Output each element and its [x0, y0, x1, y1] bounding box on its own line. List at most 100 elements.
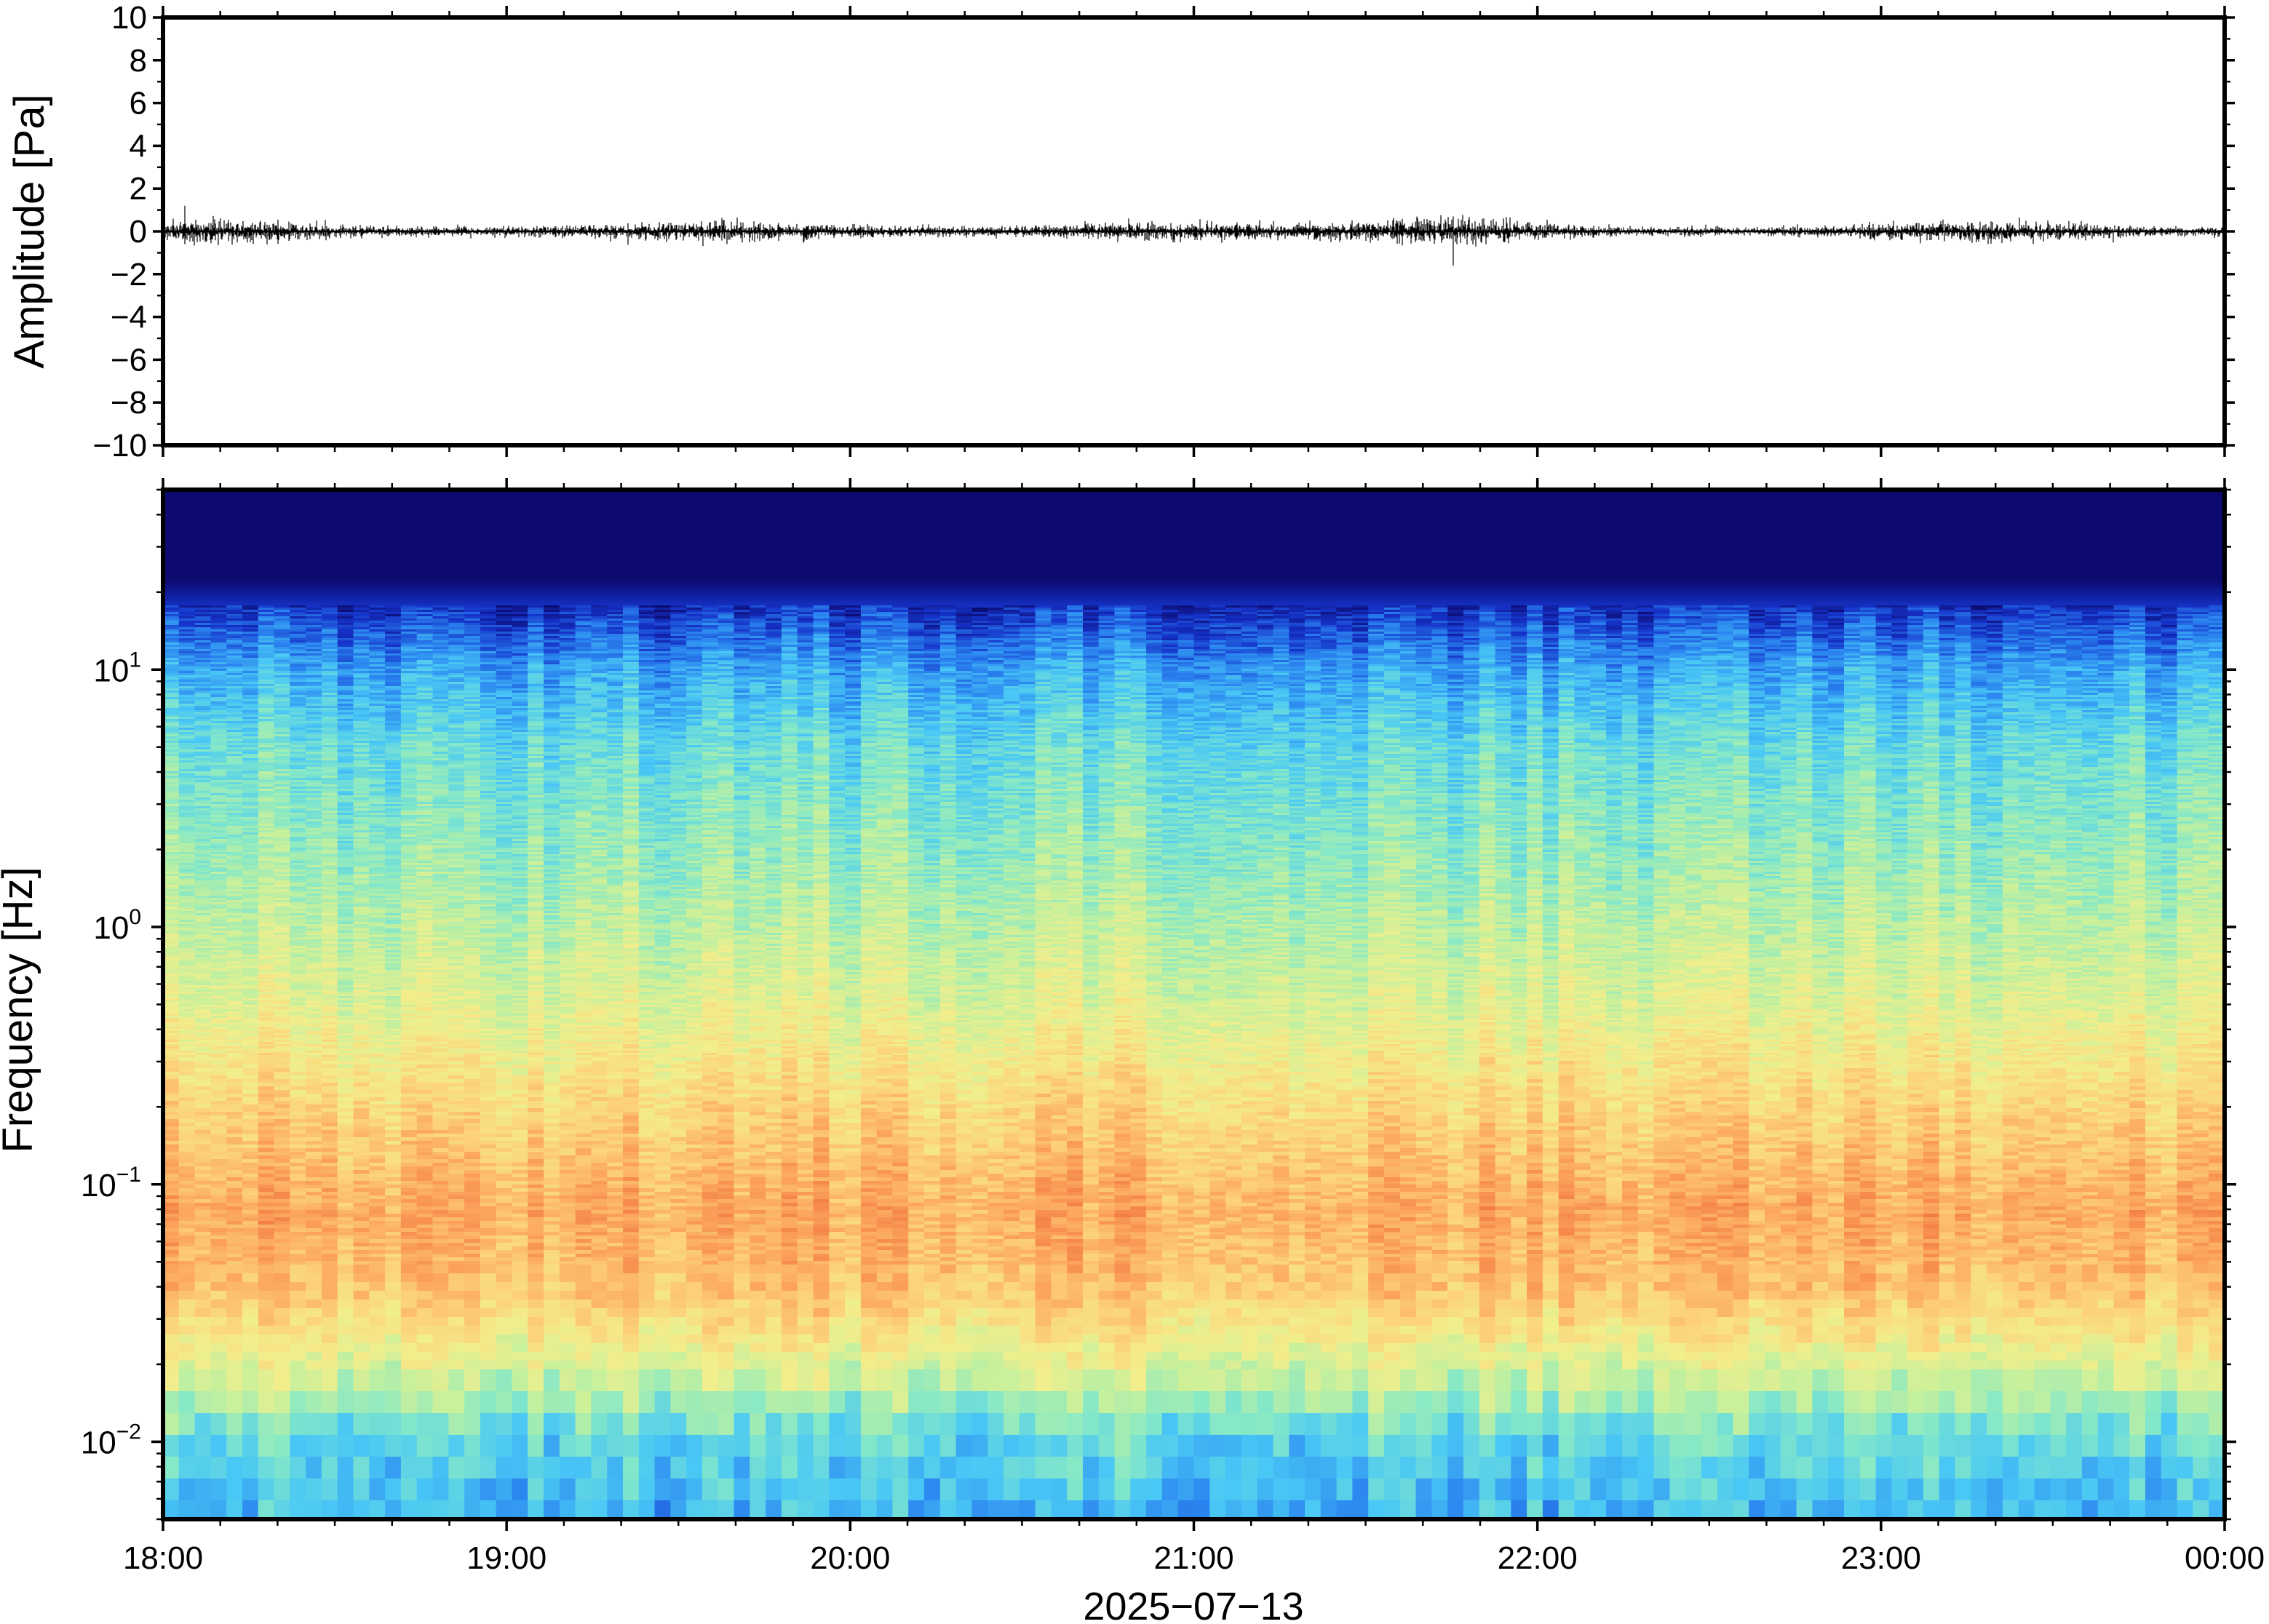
spectrogram-cell	[290, 909, 306, 912]
spectrogram-cell	[163, 1016, 180, 1019]
spectrogram-cell	[306, 732, 322, 735]
spectrogram-cell	[353, 686, 370, 689]
spectrogram-cell	[290, 1018, 306, 1021]
spectrogram-cell	[258, 845, 275, 848]
spectrogram-cell	[226, 1265, 243, 1274]
spectrogram-cell	[274, 623, 290, 626]
spectrogram-cell	[226, 730, 243, 733]
spectrogram-cell	[163, 1038, 180, 1040]
spectrogram-cell	[337, 625, 354, 628]
spectrogram-cell	[369, 1203, 386, 1207]
spectrogram-cell	[163, 651, 180, 654]
spectrogram-cell	[178, 564, 196, 567]
spectrogram-cell	[337, 640, 354, 643]
spectrogram-cell	[290, 950, 306, 953]
spectrogram-cell	[258, 675, 275, 678]
spectrogram-cell	[274, 566, 290, 569]
spectrogram-cell	[226, 1261, 243, 1265]
spectrogram-cell	[194, 1009, 211, 1012]
spectrogram-cell	[353, 942, 370, 944]
spectrogram-cell	[369, 551, 386, 554]
spectrogram-cell	[290, 1086, 306, 1091]
spectrogram-cell	[274, 1064, 290, 1069]
spectrogram-cell	[226, 677, 243, 680]
waveform-y-tick-label: −6	[111, 342, 147, 378]
spectrogram-cell	[274, 588, 290, 591]
spectrogram-cell	[290, 1500, 306, 1519]
spectrogram-cell	[163, 976, 180, 979]
spectrogram-cell	[163, 496, 180, 499]
spectrogram-cell	[163, 791, 180, 794]
spectrogram-cell	[321, 1044, 338, 1047]
spectrogram-cell	[178, 577, 196, 580]
spectrogram-cell	[194, 634, 211, 637]
spectrogram-cell	[258, 939, 275, 942]
spectrogram-cell	[306, 961, 322, 964]
spectrogram-cell	[258, 793, 275, 796]
spectrogram-cell	[369, 514, 386, 517]
spectrogram-cell	[258, 540, 275, 543]
spectrogram-cell	[337, 898, 354, 901]
spectrogram-cell	[178, 1057, 196, 1062]
spectrogram-cell	[210, 968, 227, 971]
spectrogram-cell	[226, 942, 243, 944]
spectrogram-cell	[178, 730, 196, 733]
spectrogram-cell	[242, 618, 259, 621]
spectrogram-cell	[274, 677, 290, 680]
spectrogram-cell	[258, 575, 275, 578]
spectrogram-cell	[337, 1291, 354, 1300]
spectrogram-cell	[369, 760, 386, 763]
spectrogram-cell	[194, 1435, 211, 1457]
spectrogram-cell	[194, 972, 211, 975]
spectrogram-cell	[194, 625, 211, 628]
spectrogram-cell	[290, 907, 306, 909]
spectrogram-cell	[226, 819, 243, 822]
spectrogram-cell	[226, 690, 243, 693]
spectrogram-cell	[178, 496, 196, 499]
spectrogram-cell	[290, 1126, 306, 1131]
spectrogram-cell	[210, 542, 227, 545]
spectrogram-cell	[210, 979, 227, 982]
spectrogram-cell	[163, 843, 180, 846]
spectrogram-cell	[210, 1225, 227, 1229]
spectrogram-cell	[210, 498, 227, 501]
spectrogram-cell	[274, 778, 290, 781]
spectrogram-cell	[274, 883, 290, 885]
spectrogram-cell	[163, 629, 180, 632]
spectrogram-cell	[274, 961, 290, 964]
spectrogram-cell	[337, 1214, 354, 1218]
spectrogram-cell	[321, 688, 338, 691]
spectrogram-cell	[258, 1210, 275, 1214]
spectrogram-cell	[321, 1086, 338, 1091]
spectrogram-cell	[306, 784, 322, 787]
spectrogram-cell	[258, 516, 275, 519]
spectrogram-cell	[274, 880, 290, 883]
spectrogram-cell	[369, 666, 386, 669]
spectrogram-cell	[242, 1291, 259, 1300]
spectrogram-cell	[178, 891, 196, 894]
spectrogram-cell	[178, 579, 196, 582]
spectrogram-cell	[321, 1391, 338, 1414]
spectrogram-cell	[258, 968, 275, 971]
spectrogram-cell	[353, 522, 370, 525]
spectrogram-cell	[274, 1334, 290, 1344]
spectrogram-cell	[194, 588, 211, 591]
spectrogram-cell	[274, 540, 290, 543]
spectrogram-cell	[306, 669, 322, 672]
spectrogram-cell	[353, 704, 370, 706]
spectrogram-cell	[290, 498, 306, 501]
spectrogram-cell	[306, 579, 322, 582]
spectrogram-cell	[210, 867, 227, 870]
spectrogram-cell	[242, 1101, 259, 1105]
spectrogram-cell	[274, 1239, 290, 1243]
spectrogram-cell	[274, 839, 290, 842]
spectrogram-cell	[163, 1053, 180, 1056]
spectrogram-cell	[337, 1029, 354, 1032]
spectrogram-cell	[337, 787, 354, 789]
spectrogram-cell	[306, 918, 322, 920]
spectrogram-cell	[306, 573, 322, 576]
spectrogram-cell	[210, 666, 227, 669]
spectrogram-cell	[353, 1257, 370, 1262]
spectrogram-cell	[258, 642, 275, 645]
spectrogram-cell	[242, 1018, 259, 1021]
